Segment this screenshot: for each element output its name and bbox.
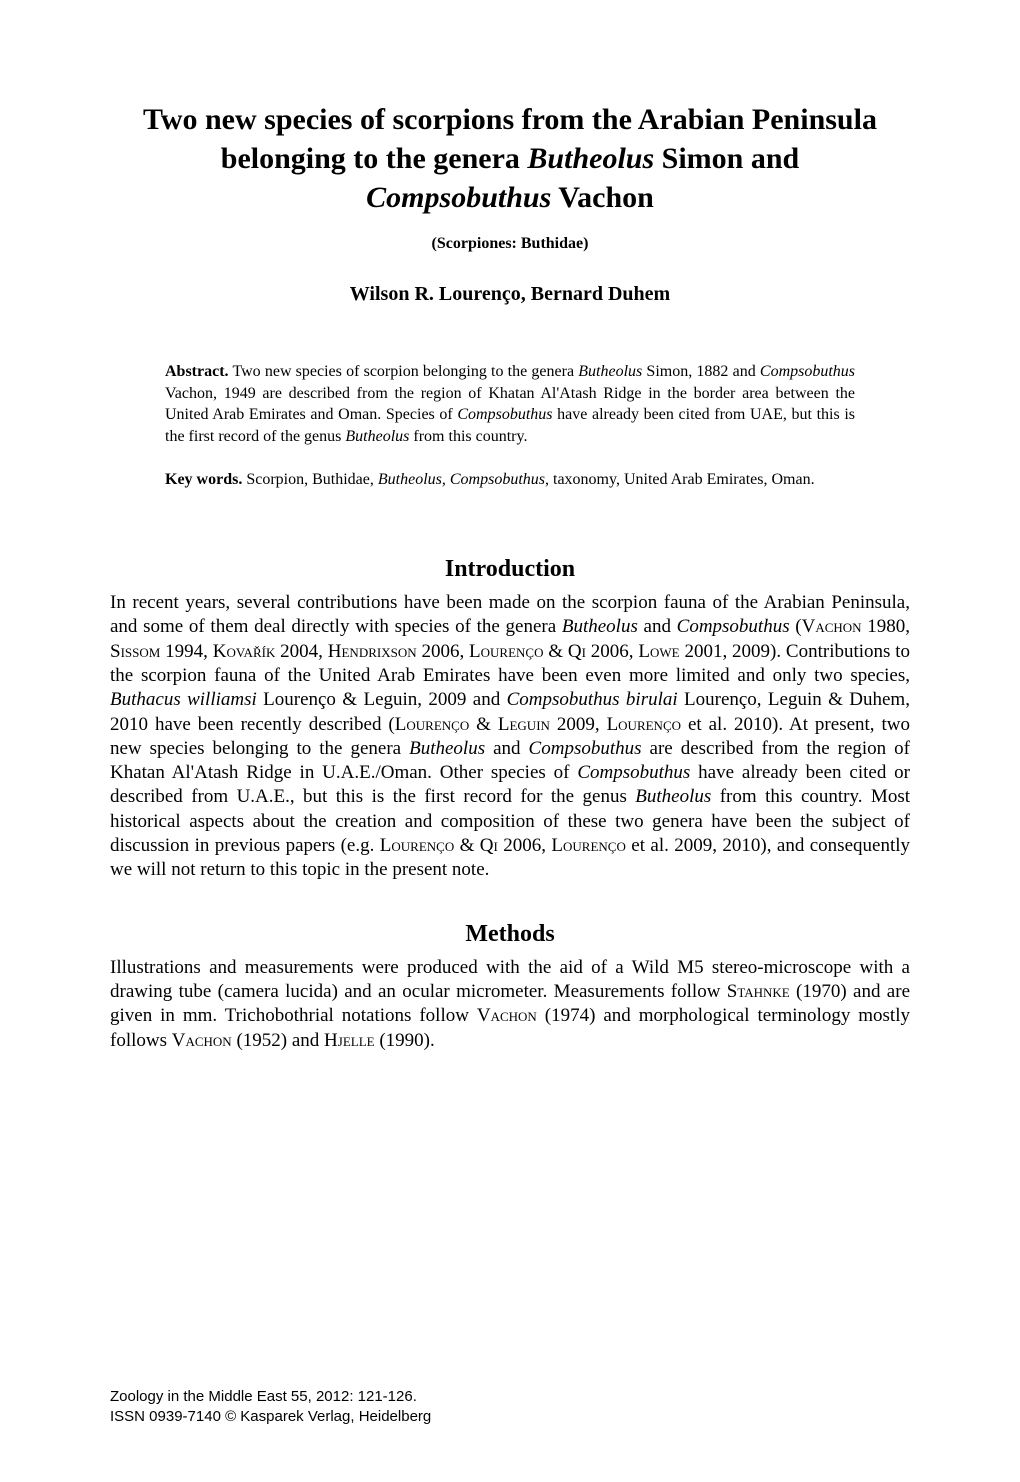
title-line-3: Compsobuthus Vachon bbox=[110, 178, 910, 217]
paper-authors: Wilson R. Lourenço, Bernard Duhem bbox=[110, 283, 910, 306]
keywords-text: Scorpion, Buthidae, Butheolus, Compsobut… bbox=[242, 471, 814, 488]
keywords-paragraph: Key words. Scorpion, Buthidae, Butheolus… bbox=[165, 469, 855, 491]
abstract-label: Abstract. bbox=[165, 363, 229, 380]
abstract-paragraph: Abstract. Two new species of scorpion be… bbox=[165, 361, 855, 447]
title-line-2: belonging to the genera Butheolus Simon … bbox=[110, 139, 910, 178]
title-line-3-post: Vachon bbox=[551, 181, 654, 214]
introduction-body: In recent years, several contributions h… bbox=[110, 591, 910, 883]
methods-body: Illustrations and measurements were prod… bbox=[110, 956, 910, 1053]
title-line-2-post: Simon and bbox=[654, 142, 799, 175]
title-line-2-genus: Butheolus bbox=[527, 142, 654, 175]
abstract-text: Two new species of scorpion belonging to… bbox=[165, 363, 855, 445]
footer-citation: Zoology in the Middle East 55, 2012: 121… bbox=[110, 1387, 431, 1407]
title-line-3-genus: Compsobuthus bbox=[366, 181, 551, 214]
paper-subtitle: (Scorpiones: Buthidae) bbox=[110, 235, 910, 253]
keywords-label: Key words. bbox=[165, 471, 242, 488]
footer-issn: ISSN 0939-7140 © Kasparek Verlag, Heidel… bbox=[110, 1407, 431, 1427]
page-footer: Zoology in the Middle East 55, 2012: 121… bbox=[110, 1387, 431, 1428]
title-line-1: Two new species of scorpions from the Ar… bbox=[110, 100, 910, 139]
title-line-2-pre: belonging to the genera bbox=[221, 142, 528, 175]
paper-title: Two new species of scorpions from the Ar… bbox=[110, 100, 910, 217]
section-heading-introduction: Introduction bbox=[110, 556, 910, 583]
section-heading-methods: Methods bbox=[110, 921, 910, 948]
